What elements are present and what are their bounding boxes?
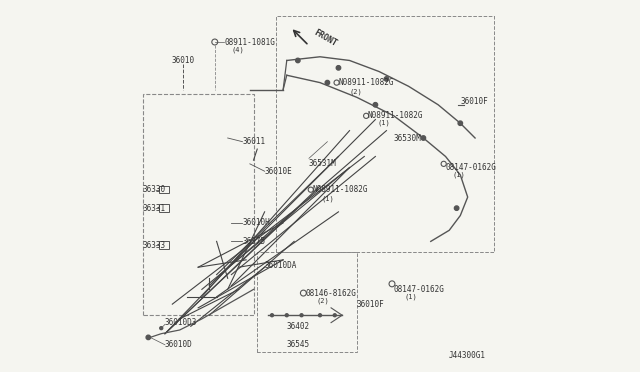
- Text: 36330: 36330: [143, 185, 166, 194]
- Circle shape: [454, 206, 459, 211]
- Text: 36010D: 36010D: [165, 340, 193, 349]
- Text: (4): (4): [232, 46, 244, 52]
- Text: N08911-1082G: N08911-1082G: [368, 111, 424, 121]
- Text: (2): (2): [349, 89, 362, 95]
- Text: N08911-1082G: N08911-1082G: [312, 185, 368, 194]
- Text: 36531M: 36531M: [309, 159, 337, 169]
- Text: 36331: 36331: [143, 203, 166, 213]
- Circle shape: [300, 314, 303, 317]
- Circle shape: [421, 136, 426, 140]
- Bar: [159, 186, 168, 193]
- Text: 36333: 36333: [143, 241, 166, 250]
- Text: 36011: 36011: [243, 137, 266, 146]
- Text: 36545: 36545: [287, 340, 310, 349]
- Circle shape: [333, 314, 336, 317]
- Text: (1): (1): [405, 294, 418, 300]
- Text: FRONT: FRONT: [312, 28, 339, 48]
- Bar: [159, 205, 168, 212]
- Circle shape: [160, 327, 163, 330]
- Text: (1): (1): [453, 171, 466, 178]
- Circle shape: [384, 77, 388, 81]
- Text: 36010D3: 36010D3: [165, 318, 197, 327]
- Text: 36530M: 36530M: [394, 134, 422, 142]
- Text: 36010F: 36010F: [357, 300, 385, 309]
- Text: 36010E: 36010E: [264, 167, 292, 176]
- Circle shape: [458, 121, 463, 125]
- Text: (1): (1): [377, 120, 390, 126]
- Text: 08147-0162G: 08147-0162G: [445, 163, 497, 172]
- Text: 36010H: 36010H: [243, 218, 270, 227]
- Text: 36402: 36402: [287, 322, 310, 331]
- Circle shape: [146, 335, 150, 340]
- Text: (1): (1): [322, 196, 335, 202]
- Circle shape: [271, 314, 273, 317]
- Text: 36010DA: 36010DA: [264, 261, 297, 270]
- Circle shape: [373, 103, 378, 107]
- Circle shape: [285, 314, 288, 317]
- Circle shape: [336, 65, 340, 70]
- Circle shape: [319, 314, 321, 317]
- Circle shape: [325, 80, 330, 85]
- Text: (2): (2): [316, 297, 329, 304]
- Text: 36375: 36375: [243, 237, 266, 246]
- Text: 08911-1081G: 08911-1081G: [224, 38, 275, 46]
- Circle shape: [296, 58, 300, 62]
- Text: 36010: 36010: [172, 56, 195, 65]
- Text: 08147-0162G: 08147-0162G: [394, 285, 445, 294]
- Bar: [159, 241, 168, 249]
- Text: 08146-8162G: 08146-8162G: [305, 289, 356, 298]
- Text: 36010F: 36010F: [460, 97, 488, 106]
- Text: J44300G1: J44300G1: [449, 351, 486, 360]
- Text: N08911-1082G: N08911-1082G: [339, 78, 394, 87]
